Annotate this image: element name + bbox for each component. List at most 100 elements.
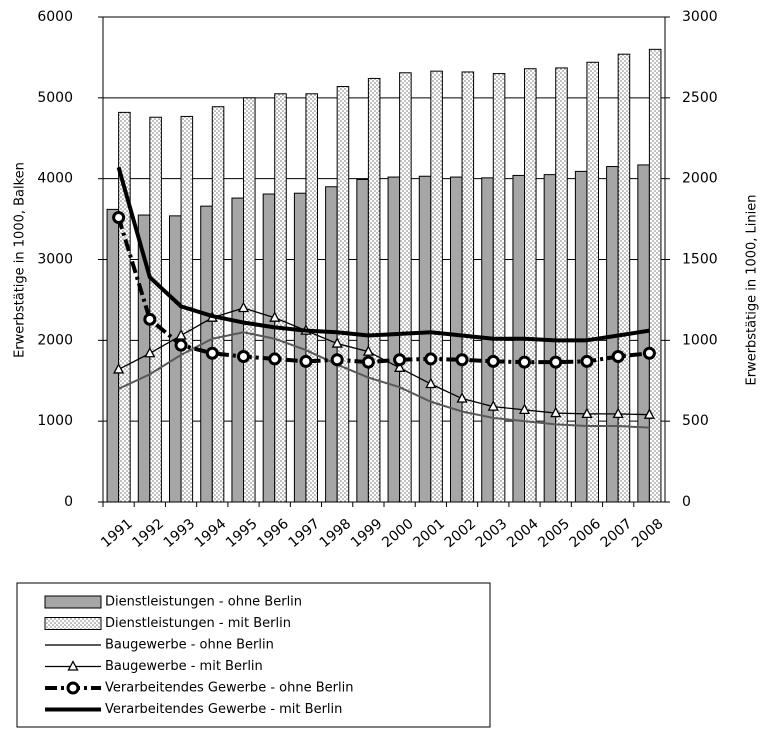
marker: [611, 350, 625, 363]
bar: [492, 73, 506, 503]
marker: [425, 377, 437, 389]
marker: [67, 660, 79, 671]
x-tick-label: 2000: [379, 516, 417, 551]
y2-axis-label: Erwerbstätige in 1000, Linien: [745, 195, 760, 386]
y2-tick-label: 2500: [682, 90, 718, 106]
legend-label: Dienstleistungen - ohne Berlin: [105, 595, 302, 610]
bar: [231, 197, 245, 503]
bar: [555, 67, 568, 503]
marker: [237, 301, 250, 313]
marker: [66, 681, 80, 695]
y2-tick-label: 0: [682, 494, 691, 510]
x-tick-label: 1996: [254, 516, 292, 551]
bar: [586, 61, 599, 503]
bar: [243, 97, 256, 503]
y-axis-label: Erwerbstätige in 1000, Balken: [13, 162, 28, 358]
x-tick-label: 2006: [566, 516, 604, 551]
marker: [643, 408, 655, 419]
marker: [456, 392, 468, 403]
bar: [524, 68, 537, 503]
bar: [305, 93, 318, 503]
bar: [450, 176, 463, 503]
marker: [393, 353, 407, 367]
bar: [617, 53, 631, 503]
legend-label: Verarbeitendes Gewerbe - mit Berlin: [105, 702, 342, 717]
legend-label: Verarbeitendes Gewerbe - ohne Berlin: [105, 681, 353, 696]
marker: [424, 352, 438, 366]
marker: [361, 355, 375, 369]
x-tick-label: 1993: [161, 516, 199, 551]
bar: [274, 93, 287, 503]
marker: [486, 354, 500, 368]
y-tick-label: 1000: [37, 413, 73, 429]
marker: [299, 354, 313, 368]
line: [118, 331, 650, 429]
x-tick-label: 2002: [442, 516, 480, 551]
marker: [113, 363, 125, 374]
x-tick-label: 2003: [473, 516, 511, 551]
bar: [387, 176, 401, 503]
y2-tick-label: 1000: [682, 332, 718, 348]
marker: [580, 354, 594, 368]
y2-tick-label: 2000: [682, 171, 718, 187]
x-tick-label: 1999: [348, 516, 386, 551]
line: [116, 166, 650, 343]
y-tick-label: 6000: [37, 9, 73, 25]
marker: [362, 345, 374, 356]
x-tick-label: 1992: [129, 516, 167, 551]
marker: [331, 337, 343, 348]
x-tick-label: 1994: [192, 516, 230, 551]
x-tick-label: 1997: [285, 516, 323, 551]
marker: [394, 361, 406, 372]
marker: [112, 210, 126, 224]
marker: [455, 353, 469, 367]
legend-label: Dienstleistungen - mit Berlin: [105, 616, 291, 631]
x-tick-label: 2005: [535, 516, 573, 551]
bar: [430, 70, 443, 503]
marker: [330, 353, 344, 367]
y2-tick-label: 500: [682, 413, 709, 429]
bar: [461, 71, 475, 503]
marker: [518, 355, 531, 369]
marker: [268, 352, 282, 366]
bar: [149, 116, 162, 503]
x-tick-label: 1991: [98, 516, 136, 551]
marker: [144, 346, 156, 358]
marker: [143, 312, 157, 326]
marker: [642, 346, 656, 360]
legend-label: Baugewerbe - mit Berlin: [105, 659, 263, 674]
marker: [487, 400, 499, 411]
marker: [205, 346, 219, 360]
y2-tick-label: 3000: [682, 9, 718, 25]
bar: [336, 86, 350, 503]
legend-label: Baugewerbe - ohne Berlin: [105, 638, 274, 653]
bar: [262, 193, 276, 503]
marker: [518, 403, 531, 414]
x-tick-label: 1995: [223, 516, 261, 551]
marker: [612, 407, 624, 419]
bar: [367, 77, 381, 503]
marker: [581, 407, 593, 419]
y-tick-label: 3000: [37, 252, 73, 268]
y-tick-label: 0: [64, 494, 73, 510]
bar: [399, 72, 412, 503]
y-tick-label: 4000: [37, 171, 73, 187]
marker: [174, 338, 188, 352]
legend-swatch: [44, 617, 102, 630]
bar: [211, 106, 225, 503]
x-tick-label: 2001: [410, 516, 448, 551]
y-tick-label: 2000: [37, 332, 73, 348]
bar: [106, 208, 120, 503]
marker: [237, 350, 250, 363]
marker: [549, 355, 563, 369]
y2-tick-label: 1500: [682, 252, 718, 268]
bar: [648, 48, 662, 503]
x-tick-label: 2007: [598, 516, 636, 551]
legend-swatch: [44, 595, 102, 609]
bar: [574, 170, 588, 503]
marker: [550, 406, 562, 418]
bar: [418, 175, 432, 503]
marker: [269, 311, 281, 322]
bar: [356, 178, 369, 503]
